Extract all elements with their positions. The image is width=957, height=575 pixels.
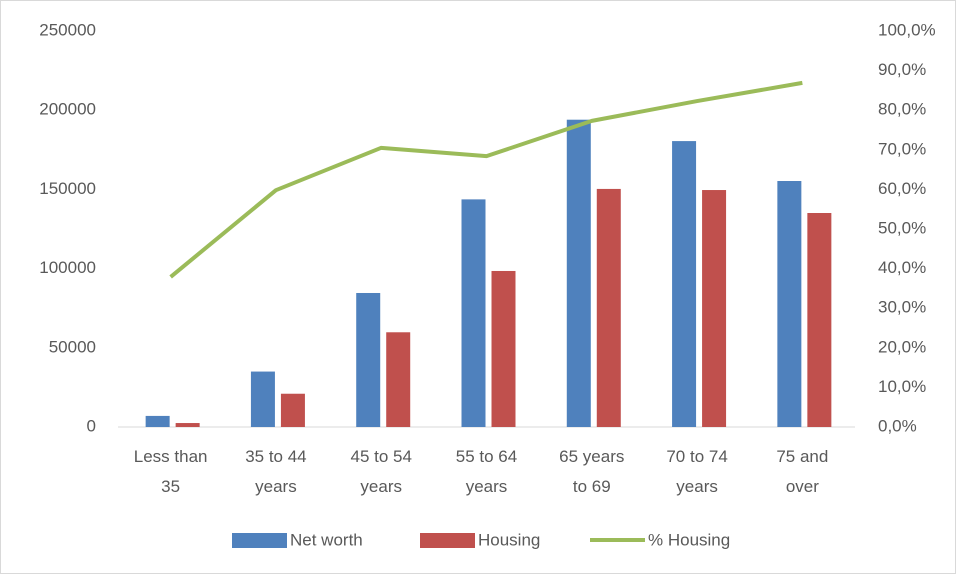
- bar: [777, 181, 802, 427]
- y2-tick-label: 90,0%: [878, 60, 926, 79]
- y2-tick-label: 100,0%: [878, 20, 936, 39]
- bar: [175, 423, 200, 427]
- legend-label: Net worth: [290, 530, 363, 549]
- y-tick-label: 200000: [39, 100, 96, 119]
- y2-tick-label: 10,0%: [878, 377, 926, 396]
- x-tick-label: 75 and over: [776, 447, 828, 496]
- bar: [566, 119, 591, 427]
- bar: [145, 415, 170, 427]
- y2-tick-label: 40,0%: [878, 258, 926, 277]
- bar: [596, 188, 621, 427]
- y2-tick-label: 60,0%: [878, 179, 926, 198]
- y2-tick-label: 80,0%: [878, 100, 926, 119]
- x-tick-label: 55 to 64 years: [456, 447, 517, 496]
- bar: [386, 332, 411, 427]
- y2-tick-label: 70,0%: [878, 139, 926, 158]
- bar: [491, 270, 516, 427]
- y2-tick-label: 20,0%: [878, 337, 926, 356]
- bar: [356, 292, 381, 427]
- bar: [672, 141, 697, 427]
- legend-label: % Housing: [648, 530, 730, 549]
- legend-swatch: [420, 533, 475, 548]
- x-tick-label: Less than 35: [134, 447, 208, 496]
- bar: [250, 371, 275, 427]
- y-tick-label: 250000: [39, 20, 96, 39]
- line: [169, 80, 803, 279]
- y-tick-label: 50000: [49, 337, 96, 356]
- y2-tick-label: 0,0%: [878, 416, 917, 435]
- x-tick-label: 70 to 74 years: [666, 447, 727, 496]
- x-tick-label: 45 to 54 years: [350, 447, 411, 496]
- y2-tick-label: 50,0%: [878, 218, 926, 237]
- y-tick-label: 0: [87, 416, 96, 435]
- bar: [461, 199, 486, 427]
- y-tick-label: 150000: [39, 179, 96, 198]
- y-tick-label: 100000: [39, 258, 96, 277]
- y2-tick-label: 30,0%: [878, 298, 926, 317]
- x-tick-label: 35 to 44 years: [245, 447, 306, 496]
- legend-swatch: [232, 533, 287, 548]
- legend-label: Housing: [478, 530, 540, 549]
- x-tick-label: 65 years to 69: [559, 447, 624, 496]
- bar: [702, 190, 727, 427]
- bar: [280, 393, 305, 427]
- bar: [807, 213, 832, 427]
